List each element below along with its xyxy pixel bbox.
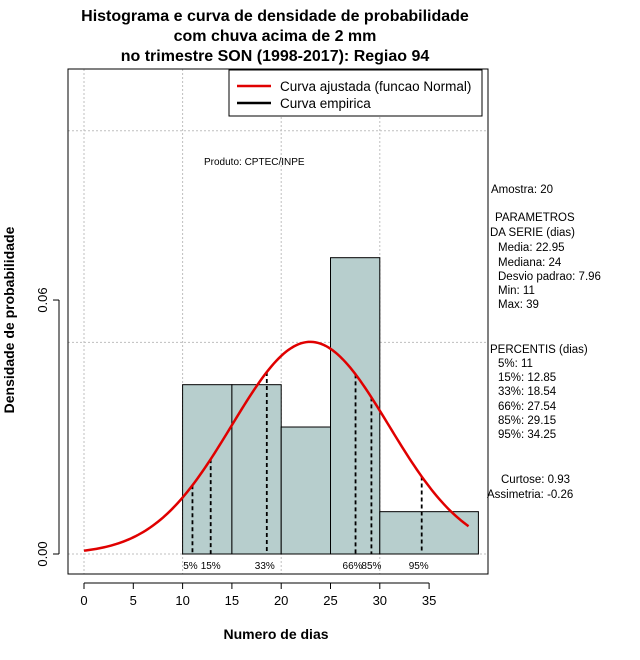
- plot-border: [67, 68, 489, 575]
- p5-text: 5%: 11: [498, 358, 533, 370]
- x-tick-label-6: 30: [373, 593, 387, 608]
- legend-fit-label: Curva ajustada (funcao Normal): [280, 79, 471, 94]
- parametros-title-2: DA SERIE (dias): [490, 227, 575, 239]
- p66-text: 66%: 27.54: [498, 401, 557, 413]
- histogram-bar-0: [182, 384, 233, 555]
- normal-fit-curve: [83, 340, 470, 552]
- percentile-label-4: 85%: [361, 561, 381, 572]
- assimetria-text: Assimetria: -0.26: [487, 489, 573, 501]
- legend: Curva ajustada (funcao Normal) Curva emp…: [228, 69, 483, 117]
- p15-text: 15%: 12.85: [498, 372, 556, 384]
- mediana-text: Mediana: 24: [498, 257, 562, 269]
- percentile-label-3: 66%: [343, 561, 363, 572]
- y-tick-label-1: 0.06: [35, 287, 50, 312]
- legend-box: [228, 69, 483, 117]
- parametros-title-1: PARAMETROS: [495, 212, 575, 224]
- x-tick-label-2: 10: [175, 593, 189, 608]
- histogram-bar-4: [379, 511, 479, 555]
- chart-title-line-1: Histograma e curva de densidade de proba…: [81, 8, 469, 25]
- max-text: Max: 39: [498, 299, 539, 311]
- x-tick-label-0: 0: [80, 593, 87, 608]
- percentile-label-0: 5%: [183, 561, 198, 572]
- x-tick-label-5: 25: [323, 593, 337, 608]
- x-tick-label-3: 15: [225, 593, 239, 608]
- percentile-lines: 5% 15% 33% 66%85% 95%: [183, 372, 429, 572]
- p33-text: 33%: 18.54: [498, 386, 557, 398]
- histogram-bars: [182, 257, 479, 555]
- chart-title-line-2: com chuva acima de 2 mm: [174, 28, 377, 45]
- percentile-label-5: 95%: [409, 561, 429, 572]
- x-axis-title: Numero de dias: [223, 626, 328, 642]
- y-axis: 0.00 0.06: [35, 287, 60, 567]
- histogram-bar-2: [280, 426, 332, 555]
- p85-text: 85%: 29.15: [498, 415, 556, 427]
- percentile-label-1: 15%: [201, 561, 221, 572]
- side-statistics: Amostra: 20 PARAMETROS DA SERIE (dias) M…: [487, 184, 601, 501]
- p95-text: 95%: 34.25: [498, 429, 556, 441]
- x-tick-label-1: 5: [130, 593, 137, 608]
- y-tick-label-0: 0.00: [35, 541, 50, 566]
- x-axis: 0 5 10 15 20 25 30 35: [80, 582, 436, 608]
- x-tick-label-4: 20: [274, 593, 288, 608]
- media-text: Media: 22.95: [498, 242, 565, 254]
- normal-fit-curve-line: [83, 340, 470, 552]
- amostra-text: Amostra: 20: [491, 184, 553, 196]
- x-tick-label-7: 35: [422, 593, 436, 608]
- min-text: Min: 11: [498, 285, 535, 297]
- produto-label: Produto: CPTEC/INPE: [204, 157, 305, 168]
- desvio-text: Desvio padrao: 7.96: [498, 271, 601, 283]
- y-axis-title: Densidade de probabilidade: [1, 226, 17, 413]
- percentile-label-2: 33%: [255, 561, 275, 572]
- legend-empirical-label: Curva empirica: [280, 96, 371, 111]
- percentis-title: PERCENTIS (dias): [490, 344, 588, 356]
- chart-title-line-3: no trimestre SON (1998-2017): Regiao 94: [121, 48, 430, 65]
- histogram-bar-1: [231, 384, 282, 555]
- curtose-text: Curtose: 0.93: [501, 474, 570, 486]
